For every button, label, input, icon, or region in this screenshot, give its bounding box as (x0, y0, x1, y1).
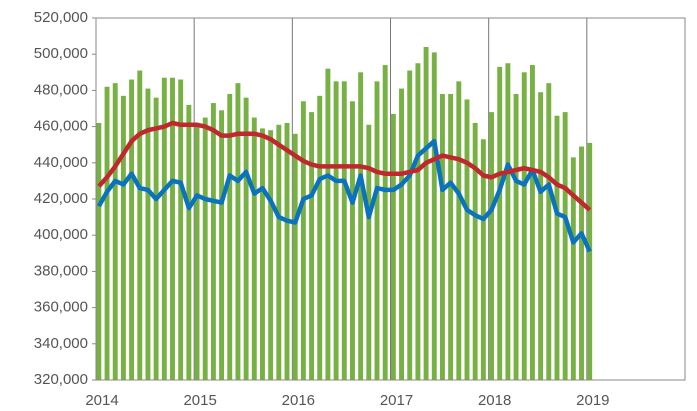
bar (202, 117, 208, 381)
bar (309, 112, 315, 381)
bar (529, 65, 535, 380)
bar (587, 142, 593, 380)
bar (570, 157, 576, 380)
bar (407, 70, 413, 381)
y-tick-label: 380,000 (34, 262, 88, 279)
y-tick-label: 360,000 (34, 299, 88, 316)
x-tick-label: 2017 (380, 392, 413, 409)
bar (513, 94, 519, 381)
bar (358, 72, 364, 381)
y-tick-label: 340,000 (34, 335, 88, 352)
y-tick-label: 320,000 (34, 371, 88, 388)
bar (497, 66, 503, 381)
bar (170, 77, 175, 380)
bar (333, 81, 339, 380)
bar (104, 86, 110, 380)
bar (325, 68, 331, 381)
bar (439, 94, 445, 381)
y-tick-label: 400,000 (34, 226, 88, 243)
bar (161, 77, 167, 380)
bar (472, 122, 478, 380)
bar (505, 63, 511, 380)
bar (521, 72, 527, 381)
bar (579, 146, 584, 380)
bar (554, 115, 560, 381)
bar (300, 101, 306, 380)
y-tick-label: 480,000 (34, 81, 88, 98)
bar (145, 88, 151, 380)
x-tick-label: 2018 (478, 392, 511, 409)
y-tick-label: 520,000 (34, 9, 88, 26)
bar (243, 97, 249, 380)
bar (284, 122, 290, 380)
bar (268, 130, 274, 380)
x-tick-label: 2019 (576, 392, 609, 409)
bar (480, 139, 486, 380)
bar (562, 112, 568, 381)
bar (251, 117, 257, 381)
bar (120, 95, 126, 380)
y-tick-label: 440,000 (34, 154, 88, 171)
bar (210, 103, 216, 380)
bar (366, 124, 372, 380)
bar (546, 83, 552, 380)
y-tick-label: 500,000 (34, 45, 88, 62)
bar (415, 63, 421, 380)
bar (538, 92, 544, 381)
x-tick-label: 2014 (85, 392, 118, 409)
plot-frame (95, 17, 686, 381)
bar (186, 104, 192, 380)
bar (341, 81, 347, 380)
bar (374, 81, 380, 380)
bar (112, 83, 118, 380)
bar (292, 133, 298, 380)
y-tick-label: 420,000 (34, 190, 88, 207)
bar (464, 99, 470, 380)
x-tick-label: 2016 (282, 392, 315, 409)
bar (382, 65, 388, 380)
bar (153, 97, 159, 380)
bar (317, 95, 323, 380)
bar (423, 46, 429, 381)
bar (260, 128, 265, 380)
bar (399, 88, 404, 380)
bar (456, 81, 462, 380)
bar (350, 101, 355, 380)
bar (489, 112, 494, 381)
bar (96, 122, 102, 380)
bar (235, 83, 241, 380)
bar (137, 70, 143, 381)
bar (129, 79, 135, 380)
line (96, 138, 592, 253)
bar (276, 124, 282, 380)
bar (431, 52, 437, 380)
bar (390, 113, 396, 381)
line (97, 120, 592, 212)
y-tick-label: 460,000 (34, 118, 88, 135)
bar (219, 110, 225, 380)
bar (194, 122, 200, 380)
x-tick-label: 2015 (183, 392, 216, 409)
bar (448, 94, 454, 381)
bar (227, 94, 233, 381)
bar (178, 79, 184, 380)
